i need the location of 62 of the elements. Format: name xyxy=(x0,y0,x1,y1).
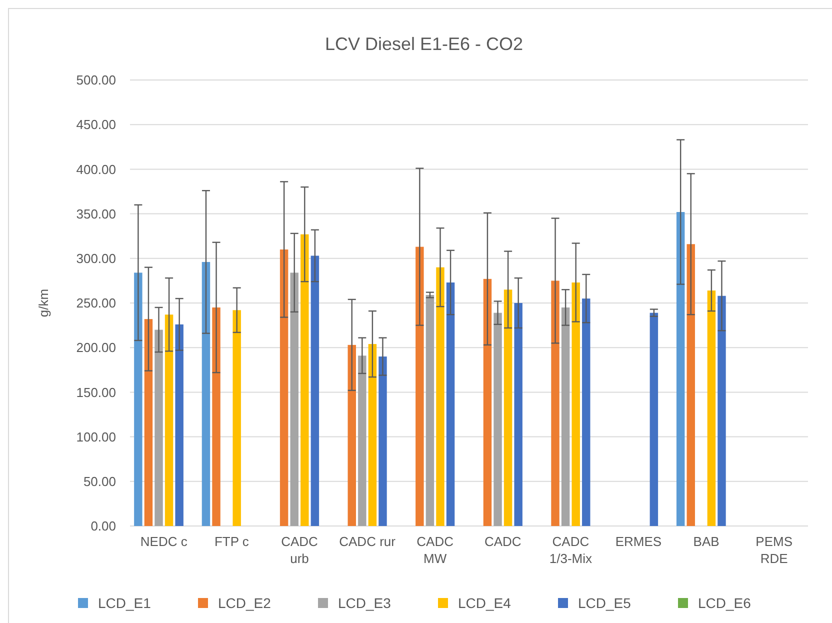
bar xyxy=(348,344,356,526)
bar xyxy=(310,256,320,526)
y-tick-label: 50.00 xyxy=(83,474,116,489)
bar xyxy=(202,262,210,526)
legend-label: LCD_E6 xyxy=(698,594,752,611)
bar xyxy=(144,319,153,526)
bar xyxy=(416,246,424,526)
bar xyxy=(175,324,184,526)
y-tick-label: 450.00 xyxy=(76,117,116,132)
bar xyxy=(494,312,502,526)
x-tick-label: CADC MW xyxy=(416,534,454,566)
bar xyxy=(718,296,726,526)
chart-title: LCV Diesel E1-E6 - CO2 xyxy=(324,34,524,54)
bar xyxy=(436,267,444,526)
y-tick-label: 250.00 xyxy=(76,296,116,311)
bar xyxy=(426,294,434,526)
bar xyxy=(514,303,522,526)
x-tick-label: PEMS RDE xyxy=(756,534,793,566)
y-tick-label: 150.00 xyxy=(76,384,116,400)
bar xyxy=(164,314,174,526)
bar xyxy=(483,278,492,526)
bar xyxy=(504,290,512,526)
legend-label: LCD_E4 xyxy=(458,594,512,611)
y-tick-label: 200.00 xyxy=(76,340,116,356)
legend-label: LCD_E5 xyxy=(578,594,632,611)
x-tick-label: CADC urb xyxy=(281,534,318,566)
x-tick-label: CADC 1/3-Mix xyxy=(549,534,593,566)
x-tick-label: CADC rur xyxy=(339,534,396,549)
bar xyxy=(446,282,455,526)
bar xyxy=(561,307,570,526)
x-tick-label: NEDC c xyxy=(140,534,188,549)
bar xyxy=(551,280,560,526)
y-tick-label: 0.00 xyxy=(90,518,116,534)
x-tick-label: BAB xyxy=(693,534,720,549)
bar xyxy=(300,234,309,526)
bar xyxy=(707,290,716,526)
bar xyxy=(290,272,298,526)
legend-label: LCD_E3 xyxy=(338,594,392,611)
y-axis-title: g/km xyxy=(36,288,51,318)
x-tick-label: ERMES xyxy=(615,534,662,549)
legend-label: LCD_E2 xyxy=(218,594,272,611)
x-tick-label: FTP c xyxy=(214,534,250,549)
y-tick-label: 300.00 xyxy=(76,250,116,266)
y-tick-label: 400.00 xyxy=(76,162,116,177)
y-tick-label: 500.00 xyxy=(76,72,116,88)
bar xyxy=(582,298,590,526)
bar xyxy=(686,244,695,526)
y-tick-label: 100.00 xyxy=(76,429,116,444)
bar xyxy=(378,356,387,526)
bar xyxy=(676,212,685,526)
bar xyxy=(134,272,142,526)
bar xyxy=(154,330,163,526)
bar xyxy=(368,344,377,526)
y-tick-label: 350.00 xyxy=(76,206,116,222)
bar xyxy=(572,282,580,526)
bar xyxy=(280,249,288,526)
x-tick-label: CADC xyxy=(484,534,522,549)
bar xyxy=(232,310,241,526)
bar xyxy=(358,356,366,526)
legend-label: LCD_E1 xyxy=(98,594,152,611)
bar xyxy=(212,307,220,526)
bar xyxy=(650,312,658,526)
